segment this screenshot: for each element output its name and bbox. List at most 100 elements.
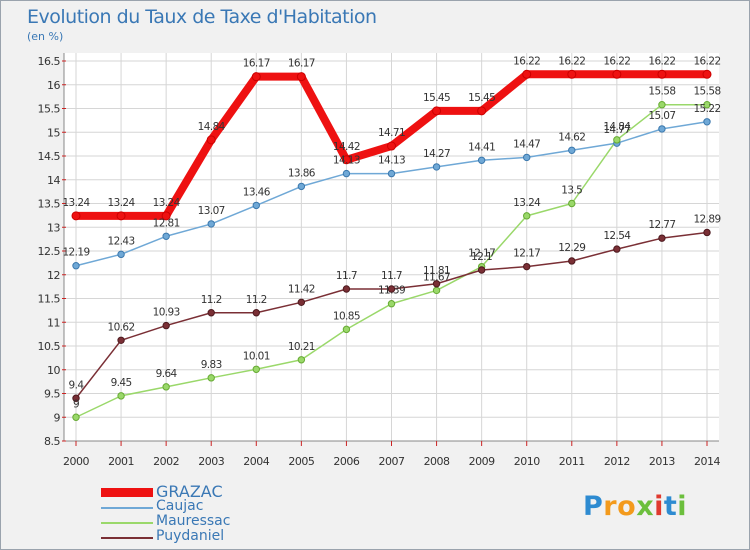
- y-tick-label: 11.5: [38, 293, 61, 306]
- data-label-mauressac: 10.01: [243, 350, 270, 362]
- y-tick-label: 12.5: [38, 245, 61, 258]
- point-puydaniel: [297, 298, 306, 306]
- y-tick-label: 10.5: [38, 340, 61, 353]
- data-label-caujac: 13.86: [288, 167, 316, 179]
- point-puydaniel: [523, 262, 531, 271]
- point-mauressac: [342, 325, 351, 334]
- data-label-puydaniel: 10.62: [108, 321, 135, 333]
- point-puydaniel: [387, 285, 396, 293]
- data-label-mauressac: 10.21: [288, 341, 315, 353]
- y-tick-label: 11: [47, 316, 60, 329]
- point-mauressac: [297, 356, 306, 364]
- point-grazac: [432, 106, 442, 116]
- point-mauressac: [117, 392, 125, 400]
- point-grazac: [161, 211, 171, 221]
- legend-label-grazac: GRAZAC: [156, 482, 223, 501]
- data-label-mauressac: 9.45: [111, 377, 132, 389]
- data-label-puydaniel: 12.89: [693, 213, 720, 225]
- point-puydaniel: [162, 321, 170, 330]
- point-caujac: [117, 250, 125, 259]
- data-label-caujac: 12.19: [62, 247, 89, 259]
- x-tick-label: 2008: [424, 455, 450, 468]
- chart-title: Evolution du Taux de Taxe d'Habitation: [27, 6, 377, 28]
- data-label-caujac: 14.13: [333, 155, 360, 167]
- data-label-puydaniel: 11.42: [288, 283, 315, 295]
- point-puydaniel: [658, 234, 666, 242]
- data-label-puydaniel: 10.93: [153, 307, 180, 319]
- point-mauressac: [162, 383, 170, 391]
- logo-letter: o: [617, 491, 637, 522]
- point-mauressac: [387, 300, 396, 308]
- data-label-caujac: 15.22: [693, 103, 720, 115]
- point-grazac: [702, 69, 712, 79]
- point-puydaniel: [342, 285, 351, 293]
- data-label-grazac: 13.24: [62, 197, 90, 209]
- x-tick-label: 2010: [514, 455, 540, 468]
- data-label-grazac: 16.22: [558, 55, 585, 67]
- logo-letter: i: [654, 491, 664, 522]
- point-grazac: [522, 69, 532, 79]
- data-label-mauressac: 15.58: [693, 86, 720, 98]
- point-caujac: [703, 118, 711, 126]
- x-tick-label: 2005: [288, 455, 314, 468]
- data-label-puydaniel: 11.2: [201, 294, 222, 306]
- x-tick-label: 2000: [63, 455, 89, 468]
- point-mauressac: [613, 136, 621, 144]
- x-tick-label: 2004: [243, 455, 269, 468]
- x-tick-label: 2006: [333, 455, 359, 468]
- data-label-caujac: 14.77: [603, 124, 630, 136]
- point-mauressac: [432, 286, 441, 295]
- logo-letter: t: [663, 491, 678, 522]
- data-label-caujac: 13.46: [243, 186, 271, 198]
- data-label-puydaniel: 12.29: [558, 242, 585, 254]
- point-caujac: [297, 182, 306, 191]
- data-label-grazac: 16.22: [513, 55, 540, 67]
- x-tick-label: 2007: [379, 455, 405, 468]
- data-label-caujac: 14.41: [468, 141, 495, 153]
- data-label-puydaniel: 12.17: [513, 248, 540, 260]
- point-mauressac: [207, 374, 215, 382]
- point-puydaniel: [613, 245, 621, 253]
- x-tick-label: 2003: [198, 455, 224, 468]
- data-label-grazac: 16.17: [243, 58, 270, 70]
- point-caujac: [477, 156, 486, 164]
- point-grazac: [116, 211, 126, 221]
- logo-letter: P: [583, 491, 604, 522]
- point-mauressac: [703, 101, 711, 109]
- data-label-mauressac: 13.24: [513, 197, 541, 209]
- data-label-puydaniel: 12.77: [648, 219, 675, 231]
- x-tick-label: 2013: [649, 455, 675, 468]
- point-caujac: [252, 201, 260, 210]
- point-puydaniel: [252, 309, 260, 317]
- point-mauressac: [252, 365, 260, 373]
- legend-label-caujac: Caujac: [156, 498, 204, 514]
- data-label-puydaniel: 12.54: [603, 230, 631, 242]
- x-tick-label: 2001: [108, 455, 134, 468]
- point-puydaniel: [477, 266, 486, 274]
- data-label-puydaniel: 11.81: [423, 265, 450, 277]
- point-caujac: [342, 169, 351, 178]
- point-grazac: [477, 106, 487, 116]
- legend-label-mauressac: Mauressac: [156, 513, 231, 529]
- x-tick-label: 2012: [604, 455, 630, 468]
- data-label-grazac: 16.22: [603, 55, 630, 67]
- y-tick-label: 15.5: [38, 103, 61, 116]
- point-caujac: [523, 153, 531, 162]
- point-caujac: [432, 163, 441, 171]
- point-puydaniel: [207, 309, 215, 317]
- legend-swatch-puydaniel: [101, 537, 153, 539]
- data-label-grazac: 16.22: [648, 55, 675, 67]
- point-puydaniel: [117, 336, 125, 344]
- chart-unit: (en %): [27, 30, 64, 43]
- point-puydaniel: [568, 257, 576, 265]
- point-grazac: [71, 211, 81, 221]
- x-tick-label: 2002: [153, 455, 179, 468]
- point-puydaniel: [432, 280, 441, 288]
- point-grazac: [206, 135, 216, 145]
- data-label-mauressac: 10.85: [333, 310, 360, 322]
- y-tick-label: 13.5: [38, 198, 61, 211]
- data-label-grazac: 13.24: [153, 197, 181, 209]
- logo-letter: i: [677, 491, 688, 522]
- logo-letter: x: [636, 491, 655, 522]
- point-caujac: [568, 146, 576, 155]
